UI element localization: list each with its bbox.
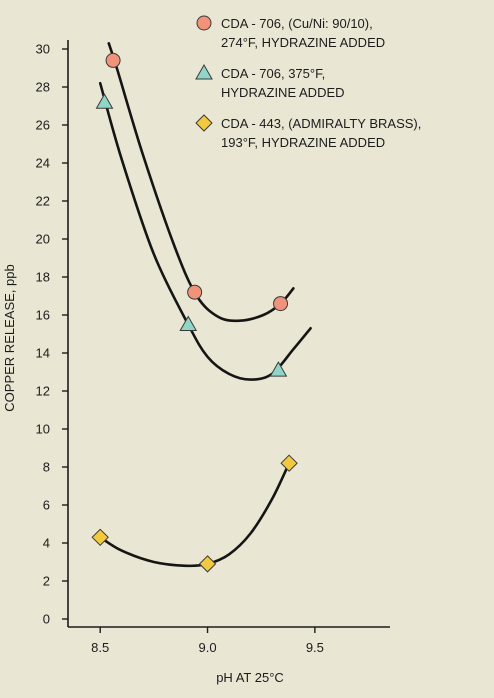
series-3-data-point (91, 528, 109, 547)
series-2-data-point (95, 93, 114, 109)
legend-marker-2 (195, 63, 213, 80)
series-2-data-point (269, 361, 288, 377)
series-1-curve (107, 42, 295, 323)
y-tick-label: 30 (36, 42, 50, 57)
legend-marker-3 (195, 114, 213, 132)
y-tick-label: 6 (43, 498, 50, 513)
y-tick-label: 20 (36, 232, 50, 247)
x-tick-label: 9.0 (198, 640, 216, 655)
legend-label-1: CDA - 706, (Cu/Ni: 90/10), (221, 16, 373, 31)
series-markers (91, 52, 298, 573)
y-tick-label: 26 (36, 118, 50, 133)
series-3-curve (98, 461, 291, 568)
y-tick-label: 8 (43, 460, 50, 475)
y-tick-label: 12 (36, 384, 50, 399)
legend-label-1: 274°F, HYDRAZINE ADDED (221, 35, 385, 50)
legend: CDA - 706, (Cu/Ni: 90/10), 274°F, HYDRAZI… (195, 15, 421, 150)
y-axis-title: COPPER RELEASE, ppb (2, 264, 17, 411)
legend-label-3: CDA - 443, (ADMIRALTY BRASS), (221, 116, 421, 131)
legend-marker-1 (196, 15, 212, 31)
axes (67, 40, 390, 628)
legend-label-2: CDA - 706, 375°F, (221, 66, 325, 81)
x-tick-label: 9.5 (306, 640, 324, 655)
series-2-data-point (179, 315, 198, 331)
series-1-data-point (187, 284, 203, 300)
y-tick-label: 16 (36, 308, 50, 323)
series-1-data-point (105, 52, 121, 68)
y-tick-label: 2 (43, 574, 50, 589)
y-tick-label: 22 (36, 194, 50, 209)
y-tick-label: 28 (36, 80, 50, 95)
series-3-data-point (198, 555, 217, 573)
x-axis-title: pH AT 25°C (216, 670, 284, 685)
y-tick-label: 4 (43, 536, 50, 551)
y-tick-label: 24 (36, 156, 50, 171)
series-1-data-point (273, 296, 289, 312)
legend-label-2: HYDRAZINE ADDED (221, 85, 345, 100)
y-tick-label: 18 (36, 270, 50, 285)
x-ticks: 8.5 9.0 9.5 (91, 627, 324, 655)
y-tick-label: 10 (36, 422, 50, 437)
x-tick-label: 8.5 (91, 640, 109, 655)
series-3-data-point (280, 454, 298, 472)
y-tick-label: 0 (43, 612, 50, 627)
legend-label-3: 193°F, HYDRAZINE ADDED (221, 135, 385, 150)
y-tick-label: 14 (36, 346, 50, 361)
